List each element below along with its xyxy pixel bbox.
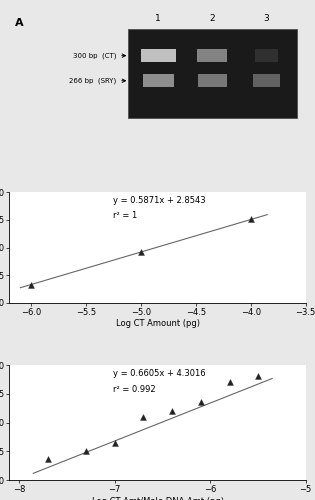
- Text: r² = 1: r² = 1: [113, 211, 137, 220]
- Text: 266 bp  (SRY): 266 bp (SRY): [69, 78, 116, 84]
- Bar: [128, 29, 297, 118]
- Point: [198, 398, 203, 406]
- X-axis label: Log CT Amt/Male DNA Amt (pg): Log CT Amt/Male DNA Amt (pg): [91, 496, 224, 500]
- Bar: [253, 74, 280, 87]
- Bar: [143, 74, 174, 87]
- Text: A: A: [15, 18, 24, 28]
- Text: 1: 1: [155, 14, 161, 23]
- Point: [227, 378, 232, 386]
- Point: [112, 438, 117, 446]
- Point: [248, 216, 253, 224]
- Point: [256, 372, 261, 380]
- Text: 300 bp  (CT): 300 bp (CT): [72, 52, 116, 59]
- Bar: [198, 50, 227, 62]
- Point: [169, 407, 175, 415]
- Point: [29, 281, 34, 289]
- Point: [45, 455, 50, 463]
- Text: 3: 3: [263, 14, 269, 23]
- Text: y = 0.5871x + 2.8543: y = 0.5871x + 2.8543: [113, 196, 206, 204]
- Bar: [141, 50, 176, 62]
- Text: 2: 2: [209, 14, 215, 23]
- Bar: [198, 74, 227, 87]
- Text: y = 0.6605x + 4.3016: y = 0.6605x + 4.3016: [113, 368, 206, 378]
- Bar: [255, 50, 278, 62]
- Text: r² = 0.992: r² = 0.992: [113, 384, 156, 394]
- Point: [141, 414, 146, 422]
- Point: [139, 248, 144, 256]
- Point: [83, 446, 88, 454]
- X-axis label: Log CT Amount (pg): Log CT Amount (pg): [116, 320, 199, 328]
